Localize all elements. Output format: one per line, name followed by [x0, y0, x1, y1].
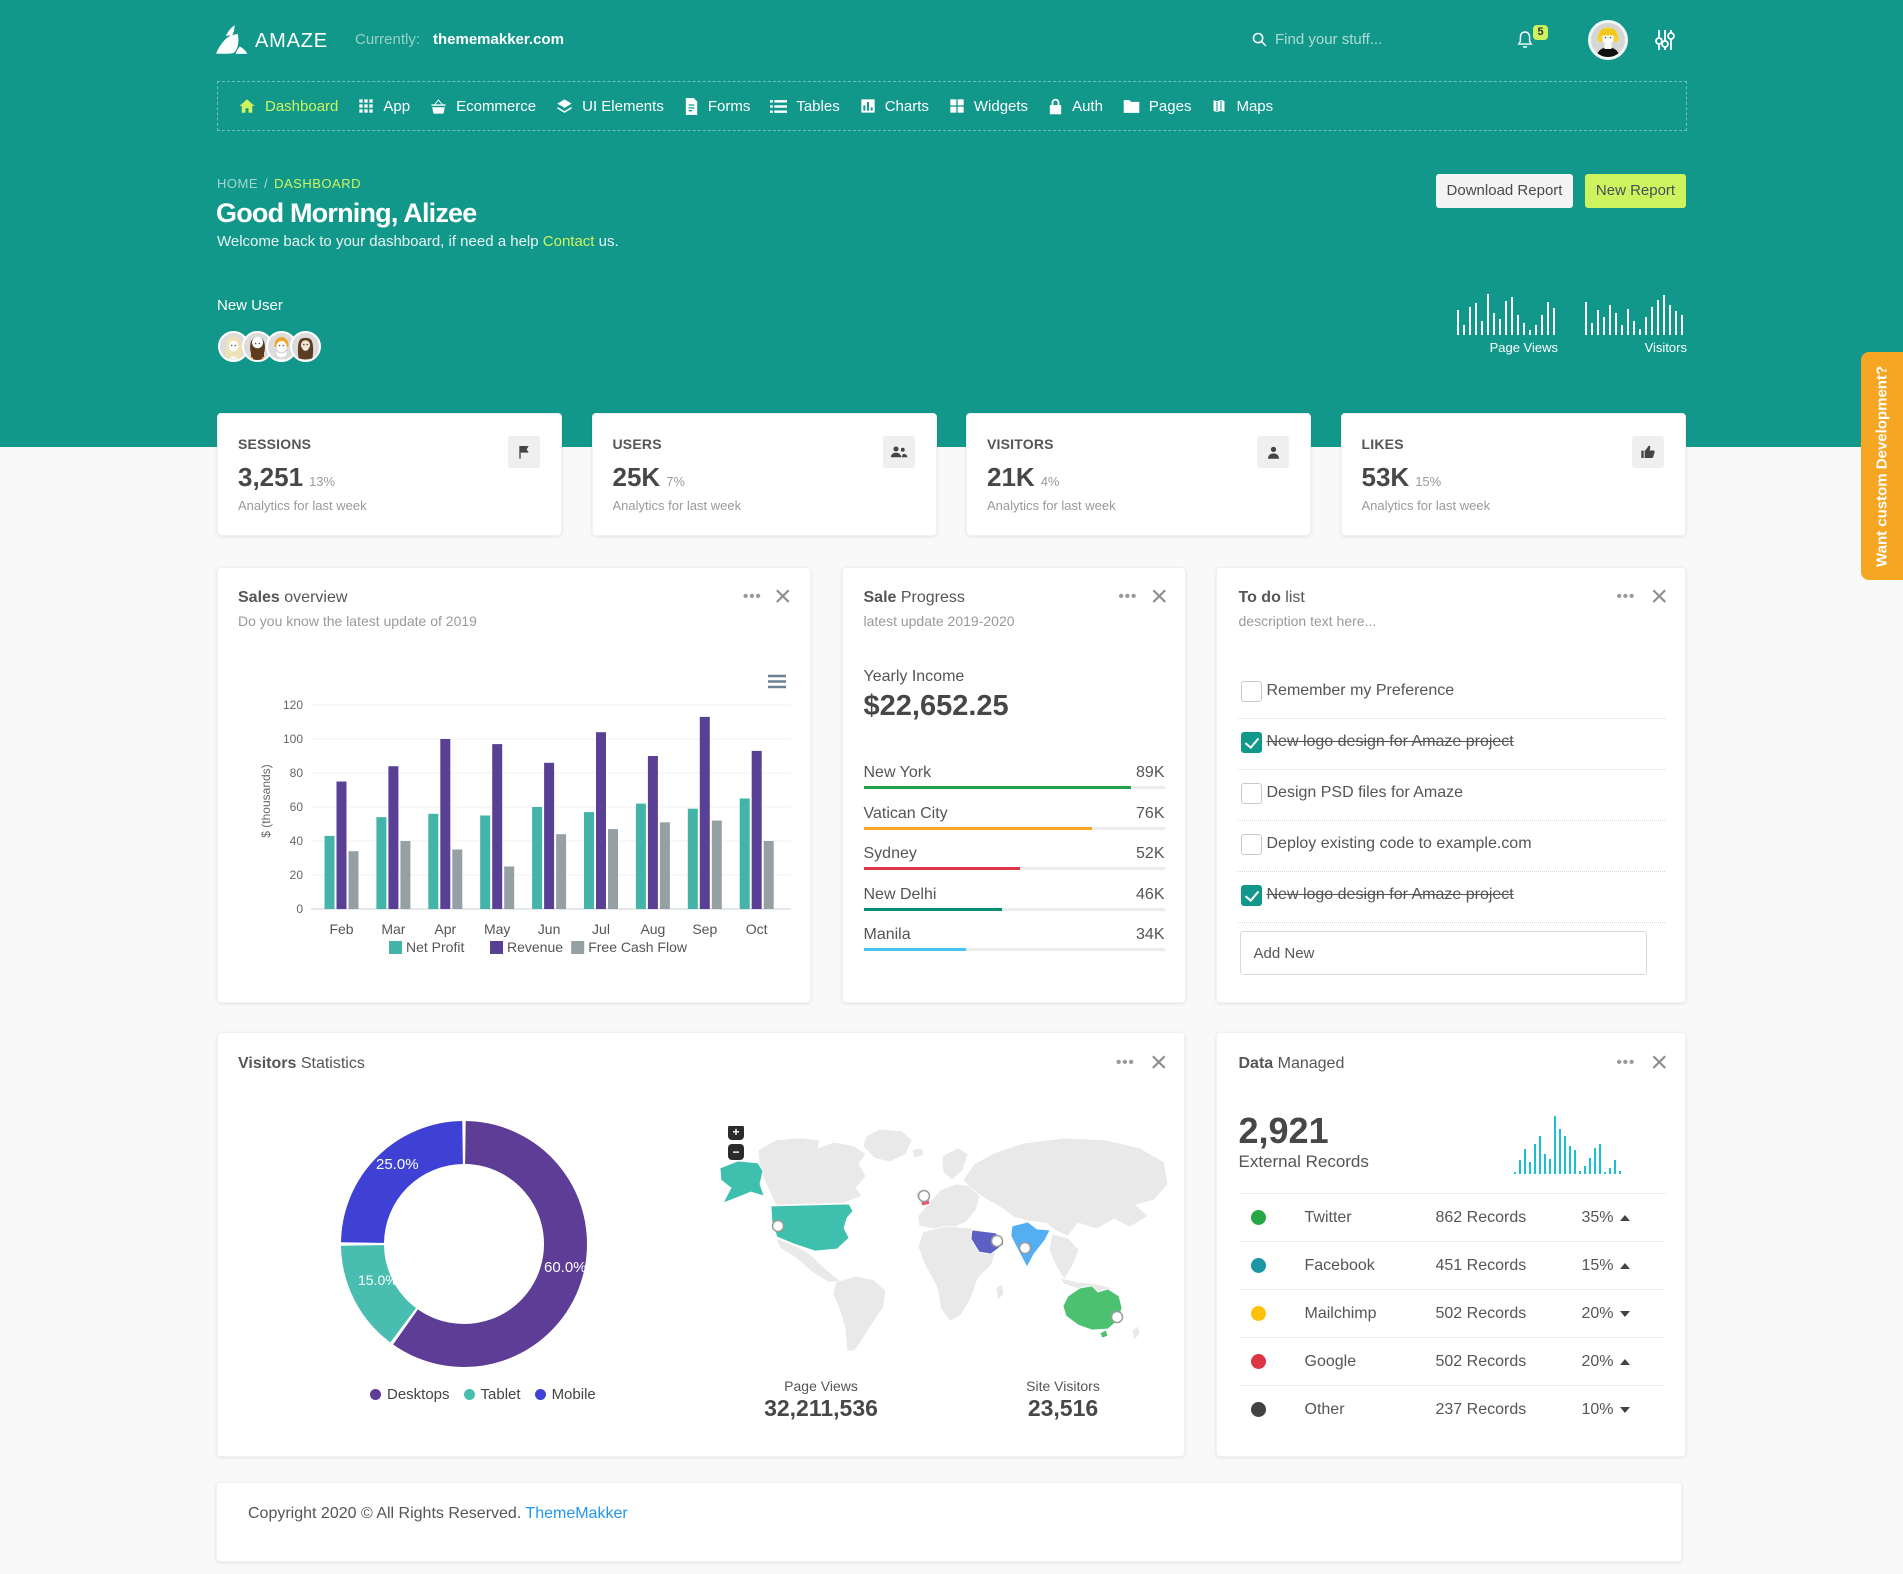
svg-text:Feb: Feb — [329, 921, 353, 937]
svg-text:−: − — [732, 1145, 739, 1159]
svg-text:$ (thousands): $ (thousands) — [259, 764, 273, 837]
svg-text:80: 80 — [290, 766, 304, 780]
svg-text:Net Profit: Net Profit — [406, 939, 464, 955]
svg-text:15.0%: 15.0% — [358, 1272, 398, 1288]
svg-text:Apr: Apr — [434, 921, 456, 937]
svg-text:Jul: Jul — [592, 921, 610, 937]
svg-text:Oct: Oct — [746, 921, 768, 937]
svg-text:+: + — [732, 1126, 739, 1139]
svg-text:40: 40 — [290, 834, 304, 848]
svg-text:May: May — [484, 921, 510, 937]
svg-text:120: 120 — [283, 698, 303, 712]
svg-text:20: 20 — [290, 868, 304, 882]
svg-text:60: 60 — [290, 800, 304, 814]
svg-text:100: 100 — [283, 732, 303, 746]
svg-text:Aug: Aug — [640, 921, 665, 937]
svg-text:60.0%: 60.0% — [544, 1259, 587, 1276]
svg-text:Revenue: Revenue — [507, 939, 563, 955]
svg-text:Mar: Mar — [381, 921, 405, 937]
svg-text:0: 0 — [296, 902, 303, 916]
svg-text:25.0%: 25.0% — [376, 1156, 419, 1173]
svg-text:Jun: Jun — [538, 921, 561, 937]
svg-text:Free Cash Flow: Free Cash Flow — [588, 939, 688, 955]
svg-text:Sep: Sep — [692, 921, 717, 937]
